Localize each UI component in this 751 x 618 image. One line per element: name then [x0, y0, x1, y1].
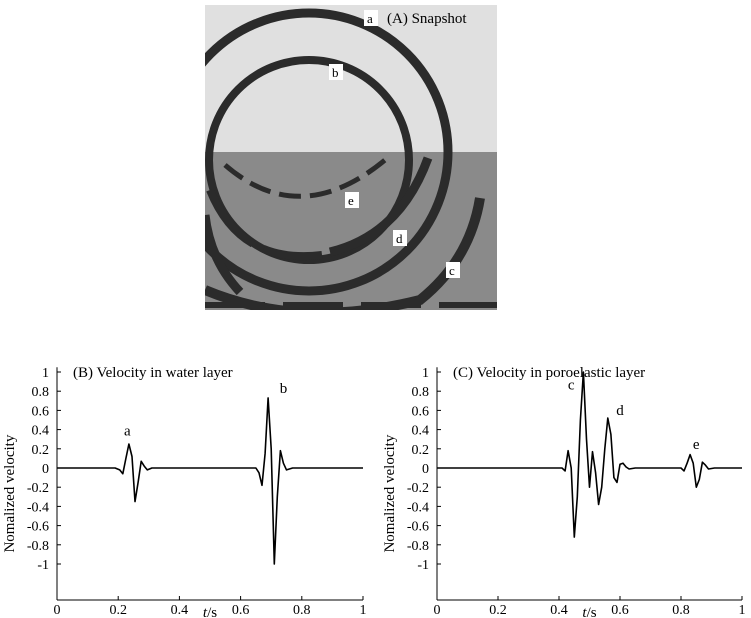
chart-water-layer: 1 0.8 0.6 0.4 0.2 0 -0.2 -0.4 -0.6 -0.8 -1 0 0.2 0.4 0… [2, 365, 367, 618]
y-tick-label: -0.4 [27, 500, 49, 515]
y-tick-label: -0.6 [407, 520, 429, 535]
y-tick-label: 0.6 [32, 404, 50, 419]
wavefront-d-right [328, 156, 433, 257]
x-tick-label: 0.6 [611, 603, 629, 618]
snapshot-label-c: c [446, 262, 460, 278]
y-axis-label: Nomalized velocity [2, 434, 18, 552]
svg-text:e: e [348, 193, 354, 208]
x-tick-label: 0.4 [171, 603, 189, 618]
y-tick-label: -0.2 [407, 481, 429, 496]
y-tick-label: -0.2 [27, 481, 49, 496]
x-tick-label: 1 [739, 603, 746, 618]
peak-annotation: c [568, 377, 575, 393]
y-tick-label: -1 [37, 558, 49, 573]
wavefront-d [206, 188, 323, 261]
velocity-trace [437, 371, 742, 538]
peak-annotation: e [693, 437, 700, 453]
x-axis-label: t/s [203, 605, 217, 618]
x-tick-label: 0.8 [672, 603, 690, 618]
chart-title: (B) Velocity in water layer [73, 365, 233, 381]
y-axis-label: Nomalized velocity [382, 434, 398, 552]
snapshot-label-e: e [345, 192, 359, 208]
y-tick-label: -0.8 [27, 539, 49, 554]
svg-text:a: a [367, 11, 373, 26]
x-tick-label: 0.6 [232, 603, 250, 618]
peak-annotation: b [280, 381, 288, 397]
snapshot-label-a: a [364, 10, 378, 26]
snapshot-label-d: d [393, 230, 407, 246]
y-tick-label: 0.6 [412, 404, 430, 419]
x-tick-label: 0.8 [293, 603, 311, 618]
y-tick-label: 0.4 [412, 424, 430, 439]
y-tick-label: 0.2 [412, 443, 430, 458]
chart-title: (C) Velocity in poroelastic layer [453, 365, 645, 381]
y-tick-label: -0.4 [407, 500, 429, 515]
x-axis-label: t/s [582, 605, 596, 618]
peak-annotation: d [616, 403, 624, 419]
peak-annotation: a [124, 423, 131, 439]
y-tick-label: 0.2 [32, 443, 50, 458]
y-tick-label: 0.8 [32, 385, 50, 400]
snapshot-title: (A) Snapshot [387, 11, 467, 27]
y-tick-label: 1 [42, 366, 49, 381]
y-tick-label: -1 [417, 558, 429, 573]
svg-text:b: b [332, 65, 339, 80]
y-tick-label: 0.8 [412, 385, 430, 400]
y-tick-label: -0.8 [407, 539, 429, 554]
y-tick-label: 0 [42, 462, 49, 477]
wavefront-a [205, 8, 453, 296]
wavefront-c-left [205, 214, 244, 296]
y-tick-label: 0.4 [32, 424, 50, 439]
y-tick-label: 0 [422, 462, 429, 477]
x-tick-label: 0 [54, 603, 61, 618]
y-tick-label: -0.6 [27, 520, 49, 535]
svg-text:c: c [449, 263, 455, 278]
x-tick-label: 0.4 [550, 603, 568, 618]
x-tick-label: 0.2 [109, 603, 127, 618]
snapshot-wavefronts [205, 8, 497, 310]
svg-text:d: d [396, 231, 403, 246]
snapshot-panel: (A) Snapshot a b e d c [205, 5, 497, 310]
x-tick-label: 0 [434, 603, 441, 618]
velocity-trace [57, 397, 363, 565]
y-tick-label: 1 [422, 366, 429, 381]
chart-poroelastic-layer: 1 0.8 0.6 0.4 0.2 0 -0.2 -0.4 -0.6 -0.8 -1 0 0.2 0.4 0… [382, 365, 746, 618]
x-tick-label: 1 [360, 603, 367, 618]
x-tick-label: 0.2 [489, 603, 507, 618]
snapshot-label-b: b [329, 64, 343, 80]
